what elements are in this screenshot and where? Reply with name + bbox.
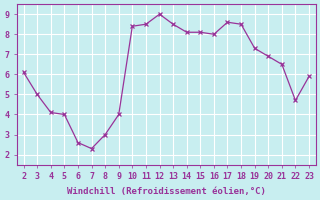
X-axis label: Windchill (Refroidissement éolien,°C): Windchill (Refroidissement éolien,°C) xyxy=(67,187,266,196)
